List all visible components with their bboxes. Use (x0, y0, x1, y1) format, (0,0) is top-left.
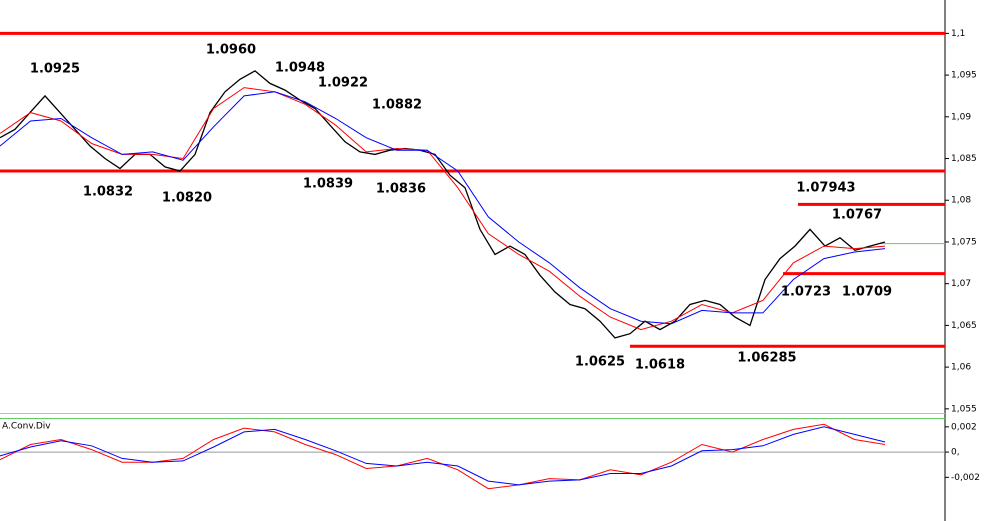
y-tick-label: -0,002 (951, 473, 980, 483)
price-annotation: 1.0960 (206, 43, 256, 58)
series-line (0, 426, 886, 486)
y-tick-label: 1,1 (951, 29, 965, 39)
y-tick-label: 1,09 (951, 112, 971, 122)
y-tick-label: 1,065 (951, 321, 977, 331)
price-annotation: 1.0625 (575, 355, 625, 370)
y-tick-label: 1,08 (951, 196, 971, 206)
series-line (0, 91, 886, 325)
price-annotation: 1.0925 (30, 62, 80, 77)
y-tick-label: 1,095 (951, 71, 977, 81)
price-annotation: 1.0836 (376, 182, 426, 197)
price-annotation: 1.0767 (832, 208, 882, 223)
y-tick-label: 0,002 (951, 422, 977, 432)
series-line (0, 423, 886, 490)
y-tick-label: 0, (951, 448, 960, 458)
price-annotation: 1.07943 (796, 181, 855, 196)
price-annotation: 1.0882 (372, 98, 422, 113)
y-tick-label: 1,085 (951, 154, 977, 164)
y-tick-label: 1,06 (951, 363, 971, 373)
price-annotation: 1.06285 (737, 351, 796, 366)
price-annotation: 1.0839 (303, 177, 353, 192)
price-annotation: 1.0618 (635, 358, 685, 373)
series-line (0, 87, 886, 331)
price-annotation: 1.0709 (842, 285, 892, 300)
series-line (0, 70, 886, 339)
price-annotation: 1.0723 (781, 285, 831, 300)
price-annotation: 1.0948 (275, 61, 325, 76)
price-annotation: 1.0832 (83, 185, 133, 200)
y-tick-label: 1,075 (951, 237, 977, 247)
y-tick-label: 1,07 (951, 279, 971, 289)
indicator-title: A.Conv.Div (2, 422, 51, 432)
y-tick-label: 1,055 (951, 404, 977, 414)
price-annotation: 1.0922 (318, 76, 368, 91)
price-annotation: 1.0820 (162, 191, 212, 206)
